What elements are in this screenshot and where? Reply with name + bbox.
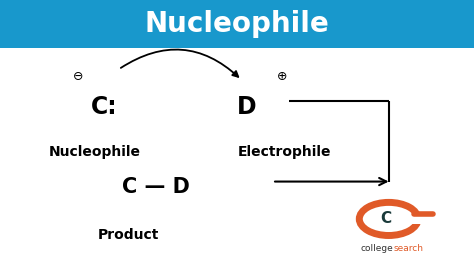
FancyArrowPatch shape [121,50,238,77]
FancyBboxPatch shape [405,214,422,224]
Text: Product: Product [97,228,159,242]
Text: search: search [393,244,423,253]
FancyBboxPatch shape [0,0,474,48]
Text: Nucleophile: Nucleophile [49,145,141,159]
Text: C:: C: [91,95,118,119]
Text: C — D: C — D [122,177,191,197]
Text: ⊖: ⊖ [73,70,83,83]
Text: Nucleophile: Nucleophile [145,10,329,38]
Text: C: C [380,211,392,226]
Text: ⊕: ⊕ [277,70,287,83]
Text: Electrophile: Electrophile [237,145,331,159]
Text: D: D [237,95,256,119]
Text: college: college [361,244,393,253]
